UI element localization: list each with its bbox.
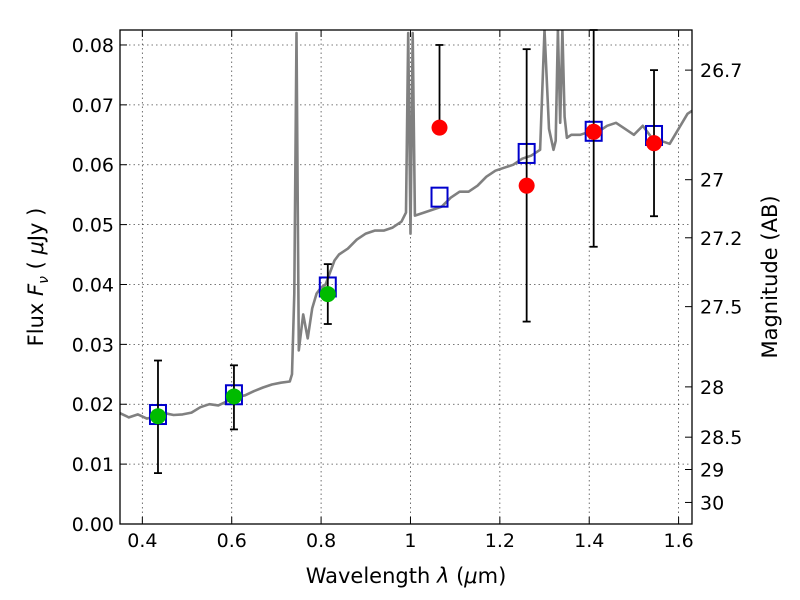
x-tick-label: 0.4 xyxy=(127,530,157,552)
axis-ticks: 0.4 0.6 0.8 1 1.2 1.4 1.6 0.00 0.01 0.02 0.03 0.04 0… xyxy=(72,30,742,552)
model-square xyxy=(430,186,449,208)
data-point xyxy=(518,177,535,194)
x-tick-label: 1.2 xyxy=(485,530,515,552)
x-tick-label: 0.8 xyxy=(306,530,336,552)
y2-tick-label: 27.5 xyxy=(700,297,742,319)
y2-tick-label: 27.2 xyxy=(700,228,742,250)
y2-tick-label: 28.5 xyxy=(700,427,742,449)
x-axis-label: Wavelength λ (μm) xyxy=(306,564,507,588)
data-point xyxy=(585,123,602,140)
x-tick-label: 0.6 xyxy=(217,530,247,552)
y-tick-label: 0.03 xyxy=(72,334,114,356)
y2-tick-label: 30 xyxy=(700,492,724,514)
spectrum-series xyxy=(120,30,692,420)
y-tick-label: 0.01 xyxy=(72,454,114,476)
x-tick-label: 1.4 xyxy=(574,530,604,552)
y-tick-label: 0.04 xyxy=(72,274,114,296)
y-tick-label: 0.07 xyxy=(72,95,114,117)
y-axis-label: Flux Fν ( μJy ) xyxy=(24,208,52,347)
y-tick-label: 0.06 xyxy=(72,155,114,177)
y-tick-label: 0.05 xyxy=(72,215,114,237)
y-tick-label: 0.08 xyxy=(72,35,114,57)
data-point xyxy=(225,388,242,405)
plot-frame xyxy=(119,29,693,525)
y2-axis-label: Magnitude (AB) xyxy=(758,195,782,358)
x-tick-label: 1.6 xyxy=(663,530,693,552)
y2-tick-label: 27 xyxy=(700,170,724,192)
y-tick-label: 0.02 xyxy=(72,394,114,416)
y-tick-label: 0.00 xyxy=(72,514,114,536)
spectrum-line xyxy=(120,30,692,420)
y2-tick-label: 29 xyxy=(700,460,724,482)
data-points xyxy=(148,29,664,475)
data-point xyxy=(431,119,448,136)
y2-tick-label: 28 xyxy=(700,377,724,399)
y2-tick-label: 26.7 xyxy=(700,60,742,82)
data-point xyxy=(646,135,663,152)
x-tick-label: 1 xyxy=(404,530,416,552)
grid-lines xyxy=(120,30,692,525)
data-point xyxy=(319,286,336,303)
data-point xyxy=(149,408,166,425)
